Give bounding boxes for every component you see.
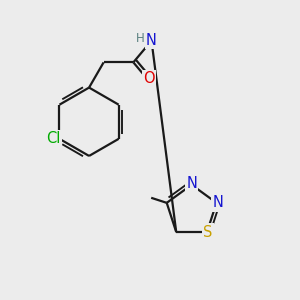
- Text: S: S: [203, 225, 213, 240]
- Text: O: O: [143, 71, 154, 86]
- Text: N: N: [212, 195, 223, 210]
- Text: N: N: [186, 176, 197, 191]
- Text: Cl: Cl: [46, 131, 61, 146]
- Text: N: N: [146, 33, 157, 48]
- Text: H: H: [136, 32, 145, 45]
